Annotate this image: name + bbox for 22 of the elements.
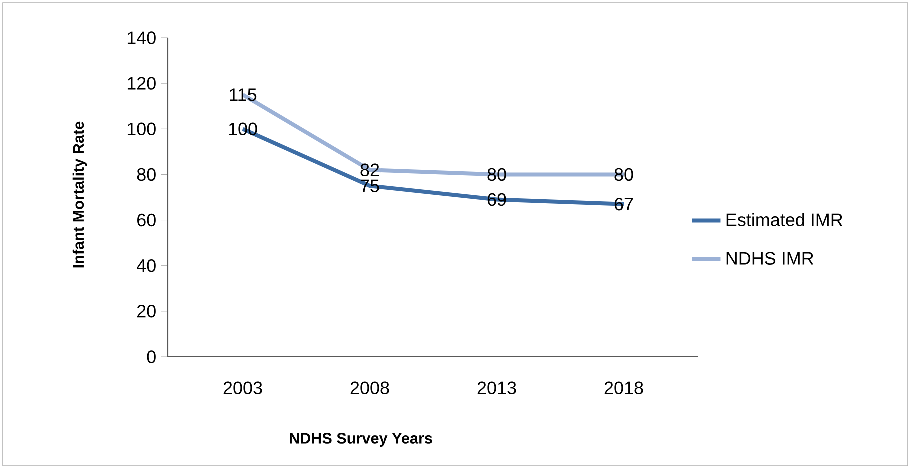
y-tick-label: 40 — [137, 259, 156, 272]
y-tick-label: 100 — [128, 122, 156, 136]
data-label: 115 — [230, 88, 257, 102]
x-tick-label: 2003 — [224, 382, 262, 394]
y-tick-label: 20 — [138, 305, 156, 318]
legend-label: NDHS IMR — [726, 252, 814, 265]
y-tick-label: 140 — [128, 32, 156, 44]
x-tick-label: 2018 — [604, 382, 644, 394]
y-tick-label: 0 — [147, 350, 156, 364]
data-label: 80 — [488, 168, 506, 182]
x-tick-label: 2008 — [350, 382, 390, 394]
y-tick-label: 120 — [128, 77, 156, 90]
y-axis-title: Infant Mortality Rate — [72, 122, 88, 268]
data-label: 100 — [229, 122, 258, 136]
data-label: 80 — [614, 168, 634, 182]
data-label: 82 — [360, 164, 380, 177]
x-tick-label: 2013 — [478, 382, 516, 394]
x-axis-title: NDHS Survey Years — [290, 433, 432, 447]
legend-label: Estimated IMR — [726, 213, 843, 226]
y-tick-label: 60 — [138, 214, 156, 227]
y-tick-label: 80 — [137, 168, 156, 182]
data-label: 67 — [614, 198, 634, 211]
